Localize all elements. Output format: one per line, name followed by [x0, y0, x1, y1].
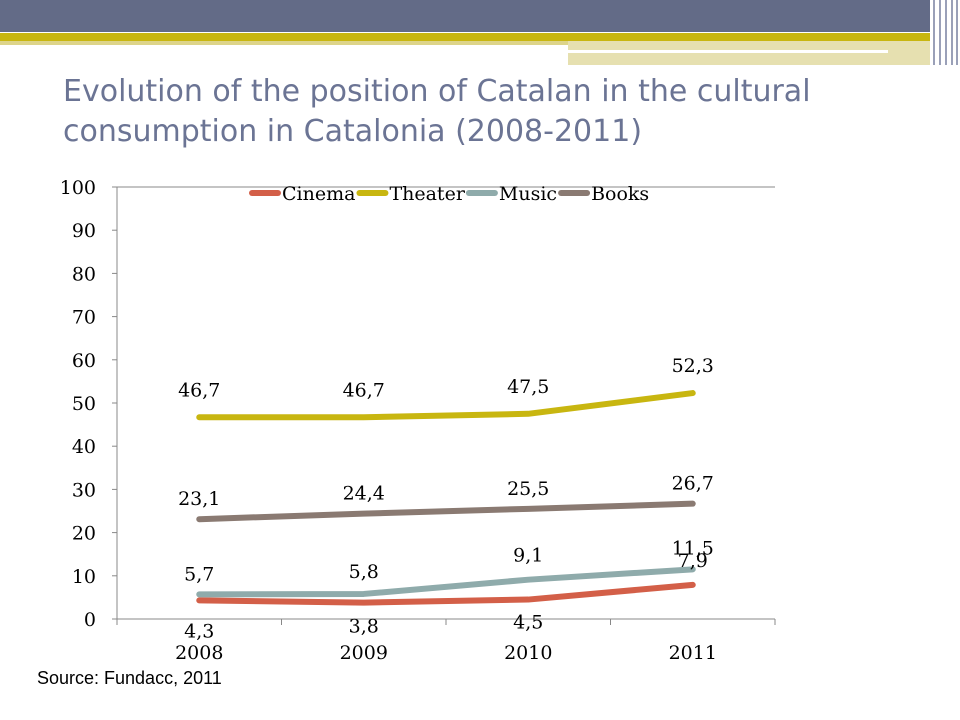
data-label: 52,3 — [672, 355, 714, 377]
y-tick-label: 70 — [72, 307, 96, 329]
data-label: 5,8 — [349, 561, 379, 583]
legend-label: Books — [591, 183, 649, 205]
source-note: Source: Fundacc, 2011 — [37, 668, 222, 688]
data-label: 26,7 — [672, 473, 714, 495]
y-tick-label: 60 — [72, 350, 96, 372]
data-label: 24,4 — [343, 483, 385, 505]
accent-stripe-right — [568, 41, 930, 65]
data-label: 3,8 — [349, 616, 379, 638]
y-tick-label: 30 — [72, 479, 96, 501]
data-label: 4,5 — [513, 612, 543, 634]
x-tick-label: 2011 — [669, 642, 717, 664]
data-label: 46,7 — [178, 379, 220, 401]
data-label: 25,5 — [507, 478, 549, 500]
x-tick-label: 2009 — [340, 642, 388, 664]
series-line-books — [196, 500, 696, 523]
data-label: 46,7 — [343, 379, 385, 401]
accent-stripe-light — [0, 41, 568, 45]
data-label: 47,5 — [507, 376, 549, 398]
y-tick-label: 20 — [72, 523, 96, 545]
slide-title: Evolution of the position of Catalan in … — [63, 74, 811, 149]
y-tick-label: 80 — [72, 263, 96, 285]
y-tick-label: 0 — [84, 609, 96, 631]
y-tick-label: 90 — [72, 220, 96, 242]
data-label: 4,3 — [184, 620, 214, 642]
legend-label: Cinema — [282, 183, 355, 205]
y-tick-label: 100 — [60, 177, 96, 199]
y-tick-label: 10 — [72, 566, 96, 588]
accent-stripe-divider — [568, 50, 888, 53]
data-label: 11,5 — [672, 537, 714, 559]
data-label: 23,1 — [178, 488, 220, 510]
accent-stripe — [0, 33, 930, 41]
legend-label: Music — [499, 183, 557, 205]
data-label: 5,7 — [184, 563, 214, 585]
x-tick-label: 2008 — [175, 642, 223, 664]
y-tick-label: 50 — [72, 393, 96, 415]
series-line-theater — [196, 390, 696, 421]
corner-decoration — [930, 0, 960, 65]
data-label: 9,1 — [513, 545, 543, 567]
y-tick-label: 40 — [72, 436, 96, 458]
header-bar — [0, 0, 930, 32]
legend-label: Theater — [389, 183, 465, 205]
x-tick-label: 2010 — [504, 642, 552, 664]
series-line-cinema — [196, 581, 696, 606]
series-line-music — [196, 566, 696, 598]
data-label: 7,9 — [678, 550, 708, 572]
